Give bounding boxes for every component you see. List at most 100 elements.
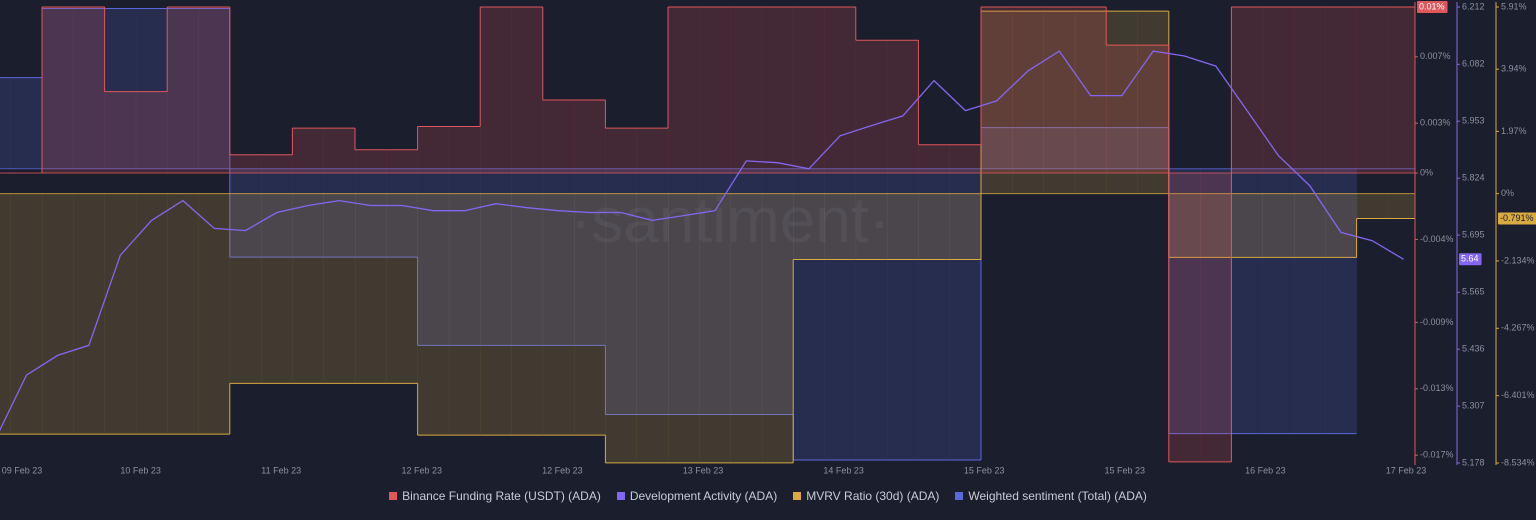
legend-swatch — [389, 492, 398, 500]
area-step — [1168, 193, 1201, 258]
area-step — [1200, 168, 1232, 434]
area-step — [1294, 168, 1326, 434]
area-step — [42, 7, 74, 173]
area-step — [1387, 7, 1415, 173]
area-step — [1106, 11, 1138, 194]
area-step — [1262, 193, 1295, 258]
area-step — [918, 168, 950, 461]
area-step — [949, 193, 982, 260]
area-step — [1231, 193, 1263, 258]
area-step — [0, 193, 11, 435]
area-step — [761, 193, 794, 463]
area-step — [981, 127, 1013, 169]
y-tick-label: -0.009% — [1420, 317, 1454, 327]
area-step — [292, 128, 324, 173]
legend-item[interactable]: Weighted sentiment (Total) (ADA) — [955, 489, 1147, 503]
area-step — [355, 168, 387, 258]
area-step — [448, 168, 481, 346]
legend: Binance Funding Rate (USDT) (ADA) Develop… — [0, 489, 1536, 503]
x-tick-label: 12 Feb 23 — [402, 465, 443, 475]
area-step — [386, 168, 418, 258]
legend-label: Binance Funding Rate (USDT) (ADA) — [402, 489, 601, 503]
area-step — [448, 193, 481, 436]
area-step — [0, 77, 11, 169]
area-step — [292, 168, 324, 258]
watermark: ·santiment· — [570, 184, 890, 256]
area-step — [574, 99, 606, 173]
area-step — [73, 7, 105, 173]
area-step — [855, 40, 888, 173]
area-step — [167, 8, 199, 169]
x-tick-label: 13 Feb 23 — [683, 465, 724, 475]
area-step — [1387, 193, 1415, 219]
y-tick-label: 5.91% — [1501, 1, 1527, 11]
area-step — [887, 193, 919, 260]
y-tick-label: 5.824 — [1462, 172, 1485, 182]
y-tick-label: 5.565 — [1462, 287, 1485, 297]
y-tick-label: -0.013% — [1420, 383, 1454, 393]
area-step — [42, 193, 74, 435]
legend-label: Weighted sentiment (Total) (ADA) — [968, 489, 1147, 503]
area-step — [42, 8, 74, 169]
area-step — [918, 193, 950, 260]
area-step — [292, 193, 324, 384]
area-step — [1294, 193, 1326, 258]
area-step — [480, 168, 512, 346]
area-step — [167, 7, 199, 173]
area-step — [135, 91, 168, 173]
area-step — [1231, 168, 1263, 434]
area-step — [1168, 168, 1201, 434]
y-tick-label: -0.004% — [1420, 234, 1454, 244]
y-tick-label: 5.307 — [1462, 400, 1485, 410]
x-tick-label: 16 Feb 23 — [1245, 465, 1286, 475]
area-step — [855, 168, 888, 461]
value-badge — [1417, 1, 1448, 13]
area-step — [1012, 7, 1044, 173]
value-badge-label: 5.64 — [1461, 254, 1479, 264]
value-badge — [1498, 212, 1536, 225]
chart: ·santiment· 09 Feb 23 10 Feb 23 11 Feb 23 1… — [0, 1, 1536, 475]
legend-item[interactable]: Development Activity (ADA) — [616, 489, 778, 503]
area-step — [824, 193, 857, 260]
value-badge — [1459, 253, 1482, 266]
legend-label: Development Activity (ADA) — [629, 489, 778, 503]
area-step — [761, 168, 794, 415]
area-step — [574, 168, 606, 346]
area-step — [1137, 45, 1170, 173]
x-tick-label: 14 Feb 23 — [823, 465, 864, 475]
area-step — [1200, 193, 1232, 258]
area-step — [887, 40, 919, 173]
area-step — [323, 168, 356, 258]
area-step — [104, 8, 137, 169]
area-step — [605, 168, 637, 415]
area-step — [261, 193, 293, 384]
area-step — [417, 193, 450, 436]
legend-item[interactable]: Binance Funding Rate (USDT) (ADA) — [389, 489, 601, 503]
area-step — [417, 126, 450, 173]
legend-item[interactable]: MVRV Ratio (30d) (ADA) — [793, 489, 939, 503]
area-step — [198, 8, 231, 169]
area-step — [386, 193, 418, 384]
area-step — [824, 7, 857, 173]
area-step — [605, 193, 637, 463]
area-step — [104, 91, 137, 173]
area-step — [542, 168, 575, 346]
area-step — [793, 7, 825, 173]
area-step — [1325, 168, 1357, 434]
area-step — [511, 7, 544, 173]
area-step — [1356, 193, 1389, 219]
y-tick-label: 0% — [1501, 188, 1514, 198]
area-step — [511, 168, 544, 346]
area-step — [480, 7, 512, 173]
area-step — [1137, 127, 1170, 169]
y-tick-label: -6.401% — [1501, 390, 1535, 400]
y-tick-label: -2.134% — [1501, 255, 1535, 265]
x-tick-label: 09 Feb 23 — [2, 465, 43, 475]
y-tick-label: 1.97% — [1501, 126, 1527, 136]
area-step — [386, 149, 418, 173]
area-step — [1356, 7, 1389, 173]
y-tick-label: 5.695 — [1462, 229, 1485, 239]
y-tick-label: 0.007% — [1420, 51, 1451, 61]
area-step — [1262, 168, 1295, 434]
area-step — [699, 7, 731, 173]
